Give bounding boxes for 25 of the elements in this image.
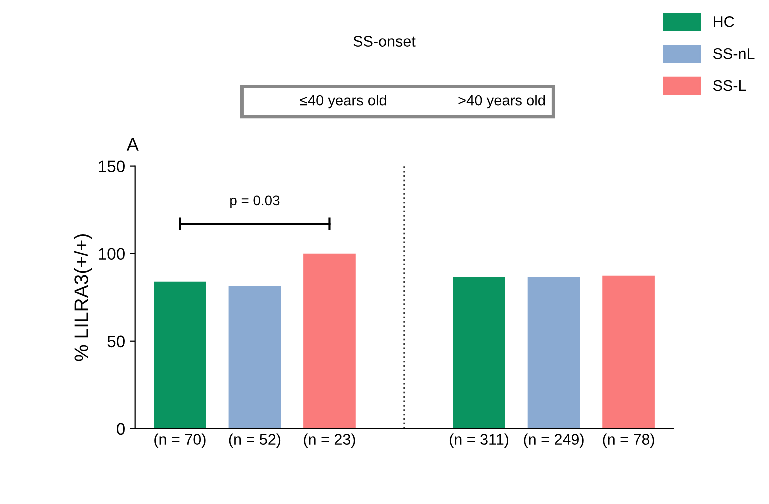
y-axis-title: % LILRA3(+/+): [74, 234, 92, 362]
x-tick-label: (n = 23): [304, 434, 356, 448]
bar: [304, 254, 356, 429]
text: >40 years old: [458, 95, 546, 109]
text: ≤40 years old: [300, 95, 386, 109]
legend-label: HC: [714, 16, 734, 28]
legend-label: SS-nL: [713, 48, 755, 60]
x-tick-label: (n = 70): [154, 434, 206, 448]
y-tick-label: 0: [117, 423, 125, 436]
text: A: [126, 138, 139, 151]
legend-label: SS-L: [713, 80, 746, 92]
annotation: p = 0.03: [230, 196, 280, 208]
bar: [453, 277, 506, 429]
x-tick-label: (n = 311): [450, 434, 509, 448]
chart-title: SS-onset: [354, 36, 416, 47]
y-tick-label: 50: [108, 336, 125, 348]
bar: [154, 282, 206, 429]
bar: [528, 277, 580, 429]
x-tick-label: (n = 52): [229, 434, 281, 448]
y-tick-label: 100: [99, 248, 125, 260]
bar: [602, 276, 655, 429]
bar: [228, 286, 282, 429]
x-tick-label: (n = 249): [524, 434, 584, 448]
y-tick-label: 150: [99, 160, 125, 173]
x-tick-label: (n = 78): [603, 434, 654, 448]
